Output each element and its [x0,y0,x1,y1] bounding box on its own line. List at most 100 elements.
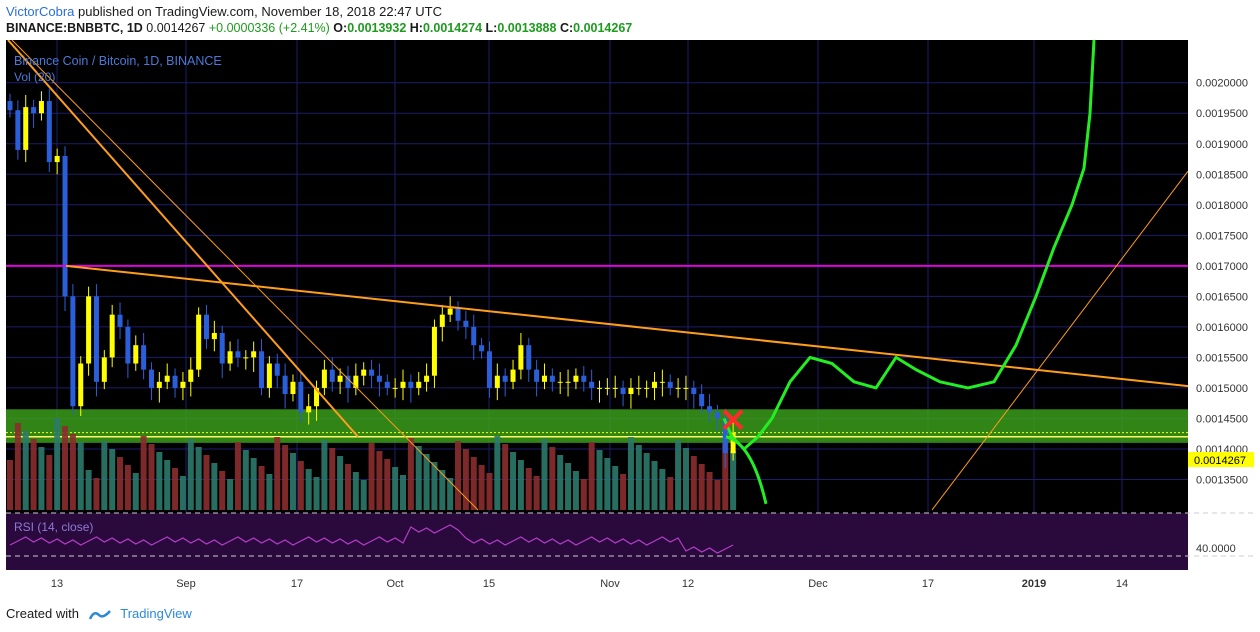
time-tick-label: 2019 [1022,578,1046,590]
volume-bar [250,458,257,510]
volume-bar [651,461,658,510]
candle-body [534,369,540,382]
last-price: 0.0014267 [146,21,206,35]
volume-bar [85,470,92,510]
price-tick-label: 0.0018000 [1196,200,1248,212]
volume-bar [124,465,131,510]
volume-bar [164,460,171,510]
volume-bar [101,441,108,510]
published-text: published on TradingView.com, November 1… [78,4,443,19]
volume-bar [392,467,399,510]
candle-body [235,351,241,358]
volume-bar [46,455,53,510]
volume-bar [478,465,485,510]
volume-bar [439,470,446,510]
candle-body [337,375,343,382]
volume-bar [690,456,697,510]
candle-body [463,320,469,327]
candle-body [148,369,154,388]
candle-body [667,381,673,388]
volume-bar [486,473,493,510]
candle-body [15,110,21,150]
volume-bar [227,479,234,510]
candle-body [439,314,445,327]
volume-bar [698,464,705,510]
candle-body [7,101,13,111]
candle-body [400,381,406,388]
candle-body [259,351,265,388]
candle-body [384,381,390,388]
candle-body [369,369,375,376]
volume-bar [140,436,147,510]
volume-bar [344,464,351,510]
volume-bar [627,437,634,510]
volume-bar [305,469,312,510]
time-axis: 13 Sep 17 Oct 15 Nov 12 Dec 17 2019 14 [51,578,1128,590]
volume-bar [682,448,689,510]
tradingview-link[interactable]: TradingView [120,606,192,621]
volume-bar [462,449,469,510]
volume-bar [612,466,619,510]
price-tick-label: 0.0016500 [1196,291,1248,303]
candle-body [54,155,60,163]
time-tick-label: 15 [483,578,495,590]
volume-bar [730,451,737,510]
time-tick-label: Oct [386,578,403,590]
open-label: O: [333,21,348,35]
footer: Created with TradingView [6,606,192,621]
price-chart[interactable]: 0.0020000 0.0019500 0.0019000 0.0018500 0.00… [0,40,1260,595]
volume-bar [313,477,320,510]
candle-body [502,375,508,382]
time-tick-label: Sep [176,578,196,590]
candle-body [652,381,658,388]
candle-body [455,308,461,321]
volume-bar [667,477,674,510]
symbol: BINANCE:BNBBTC, 1D [6,21,143,35]
volume-bar [423,454,430,510]
candle-body [196,314,202,370]
author-link[interactable]: VictorCobra [6,4,75,19]
candle-body [714,412,720,419]
price-tick-label: 0.0015500 [1196,352,1248,364]
candle-body [86,296,92,364]
volume-bar [148,444,155,510]
candle-body [683,387,689,389]
volume-bar [502,444,509,510]
candle-body [471,326,477,346]
candle-body [620,387,626,395]
candle-body [133,345,139,364]
candle-body [314,387,320,407]
volume-bar [219,471,226,510]
candle-body [707,406,713,413]
candle-body [431,326,437,376]
candle-body [549,375,555,382]
candle-body [117,314,123,327]
candle-body [156,381,162,388]
volume-bar [533,476,540,510]
candle-body [376,375,382,382]
time-tick-label: 17 [922,578,934,590]
volume-bar [360,480,367,510]
price-tick-label: 0.0017000 [1196,261,1248,273]
volume-bar [93,478,100,510]
volume-bar [234,442,241,510]
candle-body [345,375,351,388]
last-price-tag-label: 0.0014267 [1194,455,1246,467]
volume-bar [470,457,477,510]
time-tick-label: 17 [291,578,303,590]
rsi-background [6,513,1188,570]
price-tick-label: 0.0018500 [1196,169,1248,181]
candle-body [518,345,524,370]
volume-bar [643,453,650,510]
candle-body [361,369,367,376]
volume-bar [376,451,383,510]
volume-bar [321,440,328,510]
candle-body [541,375,547,382]
candle-body [479,345,485,352]
candle-body [565,381,571,383]
volume-bar [565,463,572,510]
high-label: H: [409,21,423,35]
volume-bar [30,439,37,510]
time-tick-label: 13 [51,578,63,590]
candle-body [266,363,272,388]
